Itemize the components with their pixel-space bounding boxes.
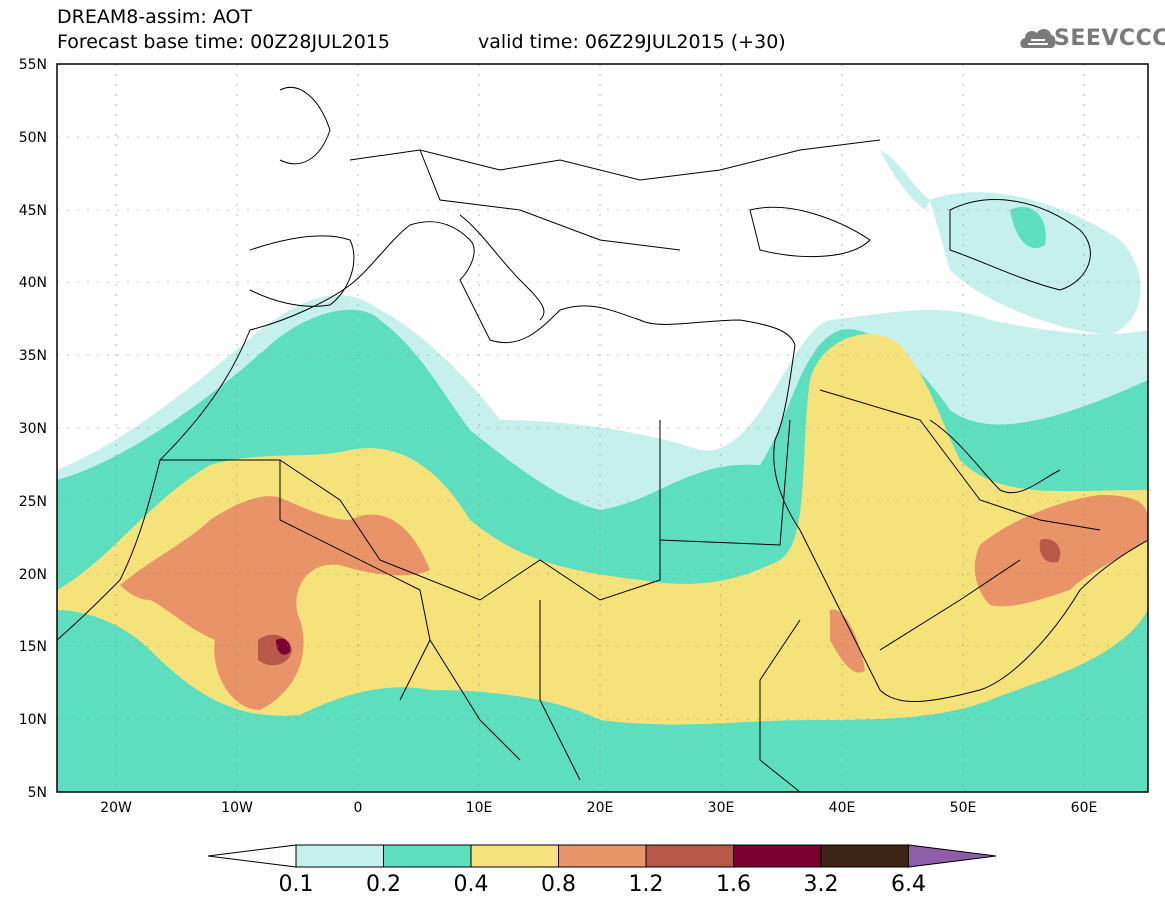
colorbar (207, 844, 997, 868)
border-east-africa (759, 619, 801, 792)
lon-label: 40E (829, 800, 856, 816)
forecast-base-time: Forecast base time: 00Z28JUL2015 (57, 31, 390, 53)
lon-label: 20E (587, 800, 614, 816)
border-central-europe (419, 149, 681, 251)
colorbar-high-arrow (908, 844, 997, 868)
cloud-icon (1020, 29, 1056, 48)
colorbar-swatch (733, 844, 822, 868)
lon-label: 10E (466, 800, 493, 816)
lon-label: 20W (100, 800, 132, 816)
colorbar-label: 6.4 (891, 872, 926, 897)
coastline-britain (279, 86, 331, 165)
colorbar-swatch (558, 844, 647, 868)
coastline-europe-africa (249, 221, 1148, 702)
colorbar-swatch (645, 844, 734, 868)
coastline-iberia (249, 235, 355, 307)
lat-label: 5N (28, 785, 47, 801)
map-title: DREAM8-assim: AOT (57, 6, 253, 28)
aot-field (57, 150, 1148, 792)
lon-label: 50E (950, 800, 977, 816)
aot-band-orange (120, 496, 430, 710)
coastline-west-africa (57, 329, 251, 641)
aot-redsea-orange (830, 609, 865, 673)
coastlines-and-borders (57, 86, 1148, 792)
colorbar-label: 3.2 (804, 872, 839, 897)
colorbar-swatch (470, 844, 559, 868)
lat-label: 15N (19, 639, 47, 655)
border-yemen (879, 559, 1021, 651)
aot-arabia-orange (974, 495, 1148, 607)
colorbar-label: 0.8 (541, 872, 576, 897)
border-west-africa (160, 459, 431, 701)
border-europe (349, 139, 881, 181)
lat-label: 40N (19, 275, 47, 291)
map-frame (56, 63, 1149, 793)
lon-label: 10W (221, 800, 253, 816)
colorbar-label: 1.6 (716, 872, 751, 897)
aot-north-light (880, 150, 930, 210)
coastline-italy (459, 214, 545, 321)
lat-axis: 5N 10N 15N 20N 25N 30N 35N 40N 45N 50N 5… (19, 57, 47, 801)
border-arabia (819, 389, 1101, 531)
aot-band-crimson (276, 638, 291, 655)
border-sahara (279, 420, 661, 601)
colorbar-labels: 0.1 0.2 0.4 0.8 1.2 1.6 3.2 6.4 (279, 872, 927, 897)
valid-time: valid time: 06Z29JUL2015 (+30) (478, 31, 786, 53)
colorbar-swatch (295, 844, 384, 868)
colorbar-label: 0.2 (366, 872, 401, 897)
coastline-persian-gulf (929, 419, 1061, 494)
seevccc-logo-text: SEEVCCC (1054, 26, 1165, 51)
colorbar-label: 0.1 (279, 872, 314, 897)
aot-pacific-yellow (740, 593, 810, 700)
aot-arabia-darkred (1039, 539, 1061, 563)
lat-label: 30N (19, 421, 47, 437)
lon-label: 60E (1071, 800, 1098, 816)
lat-label: 25N (19, 494, 47, 510)
coastline-black-sea (749, 206, 871, 257)
lon-label: 0 (354, 800, 363, 816)
colorbar-label: 1.2 (629, 872, 664, 897)
colorbar-swatch (383, 844, 472, 868)
border-central-africa (429, 600, 581, 781)
lat-label: 55N (19, 57, 47, 73)
aot-caspian-light (930, 192, 1141, 335)
lat-label: 50N (19, 130, 47, 146)
lat-label: 35N (19, 348, 47, 364)
colorbar-label: 0.4 (454, 872, 489, 897)
coastline-caspian (949, 199, 1091, 291)
lon-axis: 20W 10W 0 10E 20E 30E 40E 50E 60E (100, 800, 1097, 816)
aot-west-green (57, 616, 160, 720)
lat-label: 45N (19, 203, 47, 219)
aot-band-yellow (57, 333, 1148, 725)
lat-label: 20N (19, 567, 47, 583)
colorbar-swatch (820, 844, 909, 868)
lon-label: 30E (708, 800, 735, 816)
aot-caspian-green (1010, 206, 1046, 249)
grid-lines (57, 64, 1148, 792)
lat-label: 10N (19, 712, 47, 728)
colorbar-low-arrow (207, 844, 297, 868)
border-egypt-sudan (659, 419, 791, 546)
